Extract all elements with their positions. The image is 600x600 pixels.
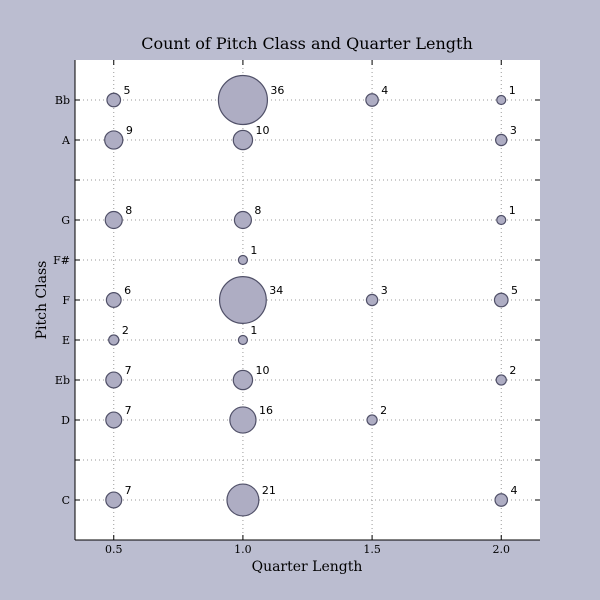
bubble <box>365 93 379 107</box>
bubble-count-label: 5 <box>124 84 131 97</box>
bubble <box>108 334 120 346</box>
y-tick-label: G <box>61 214 70 227</box>
bubble <box>104 210 123 230</box>
x-axis-label: Quarter Length <box>252 559 363 575</box>
bubble <box>495 133 508 147</box>
bubble-count-label: 21 <box>262 484 276 497</box>
bubble <box>365 293 379 307</box>
chart-title: Count of Pitch Class and Quarter Length <box>141 34 473 53</box>
bubble <box>105 371 123 389</box>
bubble <box>105 491 123 509</box>
bubble-count-label: 1 <box>509 204 516 217</box>
y-axis-label: Pitch Class <box>34 261 50 340</box>
bubble-count-label: 2 <box>509 364 516 377</box>
bubble <box>237 334 249 346</box>
bubble <box>493 292 509 308</box>
bubble <box>218 276 267 324</box>
bubble <box>106 92 122 108</box>
bubble <box>233 210 253 230</box>
y-tick-label: E <box>62 334 70 347</box>
bubble-count-label: 1 <box>250 324 257 337</box>
bubble <box>496 94 507 106</box>
bubble <box>496 214 507 226</box>
bubble <box>232 129 254 151</box>
bubble-count-label: 6 <box>124 284 131 297</box>
count-labels: 5 36 4 19 10 38 8 116 34 3 52 17 10 27 16 27 21 4 <box>122 84 518 497</box>
bubble-count-label: 4 <box>381 84 388 97</box>
bubble <box>105 411 123 429</box>
bubble <box>226 483 260 517</box>
bubble <box>366 414 378 426</box>
axis-ticks: 0.5 1.0 1.5 2.0 C D Eb E F F# G A Bb <box>53 60 540 556</box>
bubble <box>104 130 124 150</box>
bubble-count-label: 8 <box>254 204 261 217</box>
bubble <box>237 254 249 266</box>
bubble-count-label: 2 <box>122 324 129 337</box>
bubble <box>232 369 254 391</box>
bubble <box>217 74 269 126</box>
bubble-count-label: 1 <box>250 244 257 257</box>
bubble-count-label: 8 <box>125 204 132 217</box>
x-tick-label: 1.5 <box>363 543 381 556</box>
x-tick-label: 0.5 <box>105 543 123 556</box>
bubble-count-label: 3 <box>510 124 517 137</box>
bubble <box>494 493 509 507</box>
bubble-count-label: 3 <box>381 284 388 297</box>
bubble-count-label: 4 <box>510 484 517 497</box>
y-tick-label: D <box>61 414 70 427</box>
x-tick-label: 2.0 <box>493 543 511 556</box>
bubble-count-label: 10 <box>256 364 270 377</box>
y-tick-label: C <box>62 494 70 507</box>
bubble-count-label: 5 <box>511 284 518 297</box>
bubble-count-label: 36 <box>270 84 284 97</box>
bubble <box>229 406 257 434</box>
y-tick-label: F <box>62 294 70 307</box>
bubble-count-label: 16 <box>259 404 273 417</box>
bubble-count-label: 10 <box>256 124 270 137</box>
bubble-count-label: 7 <box>125 484 132 497</box>
bubbles <box>104 74 509 517</box>
bubble-count-label: 7 <box>125 364 132 377</box>
y-tick-label: F# <box>53 254 70 267</box>
y-tick-label: Bb <box>55 94 70 107</box>
bubble-count-label: 34 <box>269 284 283 297</box>
bubble-count-label: 2 <box>380 404 387 417</box>
bubble <box>495 374 507 386</box>
bubble <box>105 292 122 308</box>
x-tick-label: 1.0 <box>234 543 252 556</box>
bubble-count-label: 9 <box>126 124 133 137</box>
bubble-count-label: 1 <box>509 84 516 97</box>
y-tick-label: Eb <box>55 374 70 387</box>
bubble-count-label: 7 <box>125 404 132 417</box>
y-tick-label: A <box>61 134 71 147</box>
